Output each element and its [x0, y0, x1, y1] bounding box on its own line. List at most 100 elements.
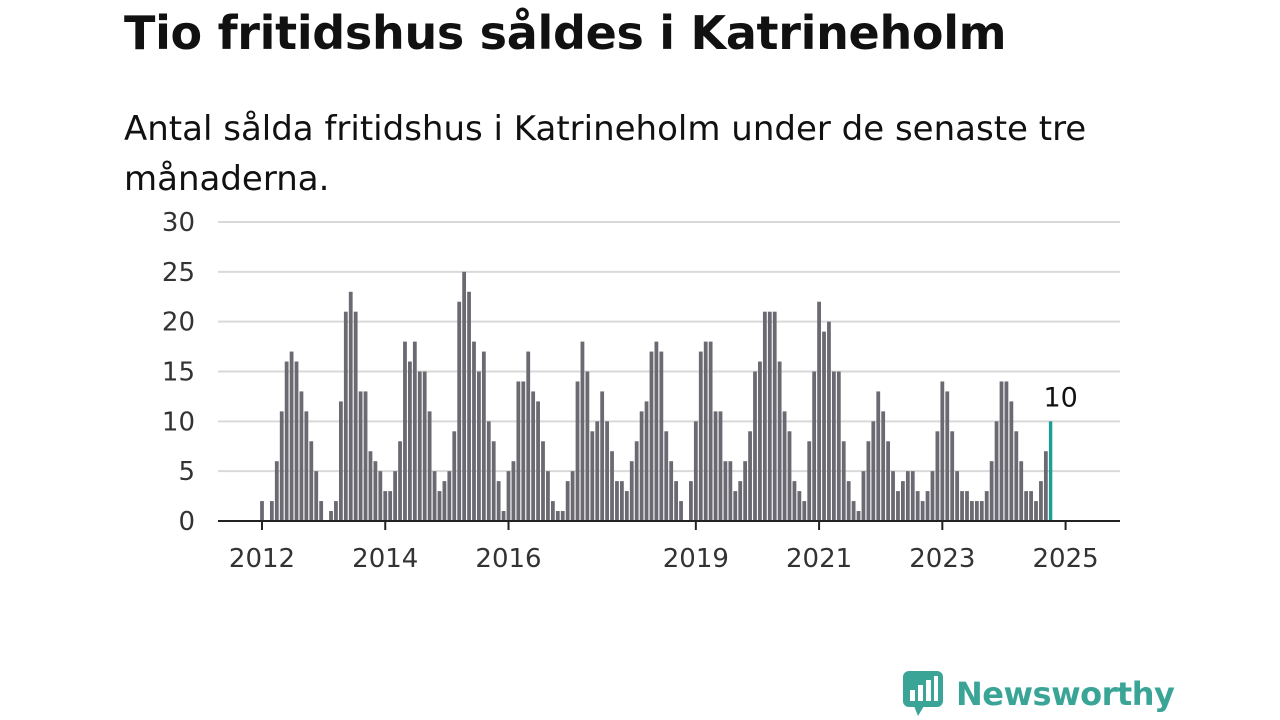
- bar: [639, 411, 644, 521]
- bar: [619, 481, 624, 521]
- bar: [600, 391, 605, 521]
- bar: [585, 371, 590, 521]
- bar: [856, 511, 861, 521]
- bar: [472, 341, 476, 521]
- bar: [580, 341, 585, 521]
- bar: [1004, 381, 1009, 521]
- bar: [393, 471, 398, 521]
- bar: [575, 381, 580, 521]
- bar: [491, 441, 496, 521]
- bar: [531, 391, 536, 521]
- bar: [417, 371, 422, 521]
- bar: [1039, 481, 1043, 521]
- bar: [526, 351, 531, 521]
- chart-subtitle: Antal sålda fritidshus i Katrineholm und…: [124, 109, 1087, 199]
- bar: [279, 411, 284, 521]
- bar: [314, 471, 319, 521]
- bar: [615, 481, 619, 521]
- bar: [373, 461, 378, 521]
- bar: [437, 491, 442, 521]
- bar: [486, 421, 491, 521]
- bar: [457, 301, 462, 521]
- bar: [910, 471, 915, 521]
- bar: [743, 461, 748, 521]
- bar: [624, 491, 629, 521]
- bar: [299, 391, 304, 521]
- bar: [767, 311, 772, 521]
- bar: [654, 341, 659, 521]
- bar: [550, 501, 555, 521]
- x-tick-label: 2025: [1033, 544, 1099, 574]
- bar: [319, 501, 324, 521]
- bar: [827, 321, 831, 521]
- bar: [610, 451, 614, 521]
- bar: [708, 341, 713, 521]
- bar: [536, 401, 540, 521]
- brand-name: Newsworthy: [956, 675, 1175, 713]
- x-tick-label: 2012: [229, 544, 295, 574]
- bar: [462, 271, 467, 521]
- bar: [1019, 461, 1024, 521]
- bar: [496, 481, 501, 521]
- bar: [664, 431, 669, 521]
- bar: [447, 471, 452, 521]
- bar: [792, 481, 797, 521]
- bar: [1029, 491, 1033, 521]
- bar: [1043, 451, 1048, 521]
- bar: [521, 381, 526, 521]
- x-tick-label: 2019: [663, 544, 729, 574]
- bar: [748, 431, 752, 521]
- bar: [452, 431, 457, 521]
- x-tick-label: 2016: [475, 544, 541, 574]
- bar: [516, 381, 521, 521]
- bar: [679, 501, 683, 521]
- bar: [378, 471, 383, 521]
- bar: [363, 391, 368, 521]
- bar: [629, 461, 634, 521]
- bar: [703, 341, 708, 521]
- bar: [348, 291, 353, 521]
- bar: [871, 421, 876, 521]
- bar: [960, 491, 964, 521]
- bar: [915, 491, 920, 521]
- y-tick-label: 10: [162, 407, 195, 437]
- bar: [412, 341, 417, 521]
- bar: [930, 471, 935, 521]
- y-tick-label: 15: [162, 358, 195, 388]
- bar: [733, 491, 738, 521]
- newsworthy-logo: Newsworthy: [902, 670, 1175, 718]
- bar: [284, 361, 289, 521]
- bar: [920, 501, 925, 521]
- bar: [753, 371, 757, 521]
- bar: [950, 431, 955, 521]
- bar: [304, 411, 309, 521]
- bar: [836, 371, 841, 521]
- bar: [787, 431, 792, 521]
- bar: [408, 361, 412, 521]
- bar: [713, 411, 718, 521]
- bar: [782, 411, 787, 521]
- bar: [422, 371, 427, 521]
- bar: [955, 471, 960, 521]
- bar: [634, 441, 639, 521]
- bar: [644, 401, 649, 521]
- bar: [477, 371, 481, 521]
- bar: [989, 461, 994, 521]
- bar: [669, 461, 674, 521]
- bar: [851, 501, 856, 521]
- bar: [738, 481, 743, 521]
- bar: [841, 441, 846, 521]
- bar: [896, 491, 900, 521]
- bar: [274, 461, 279, 521]
- bar: [260, 501, 264, 521]
- bar: [945, 391, 950, 521]
- y-tick-label: 20: [162, 308, 195, 338]
- bar: [689, 481, 693, 521]
- bar: [925, 491, 930, 521]
- bar: [1009, 401, 1014, 521]
- bar: [861, 471, 866, 521]
- x-tick-label: 2023: [909, 544, 975, 574]
- bar: [353, 311, 358, 521]
- bar: [886, 441, 891, 521]
- bar: [901, 481, 905, 521]
